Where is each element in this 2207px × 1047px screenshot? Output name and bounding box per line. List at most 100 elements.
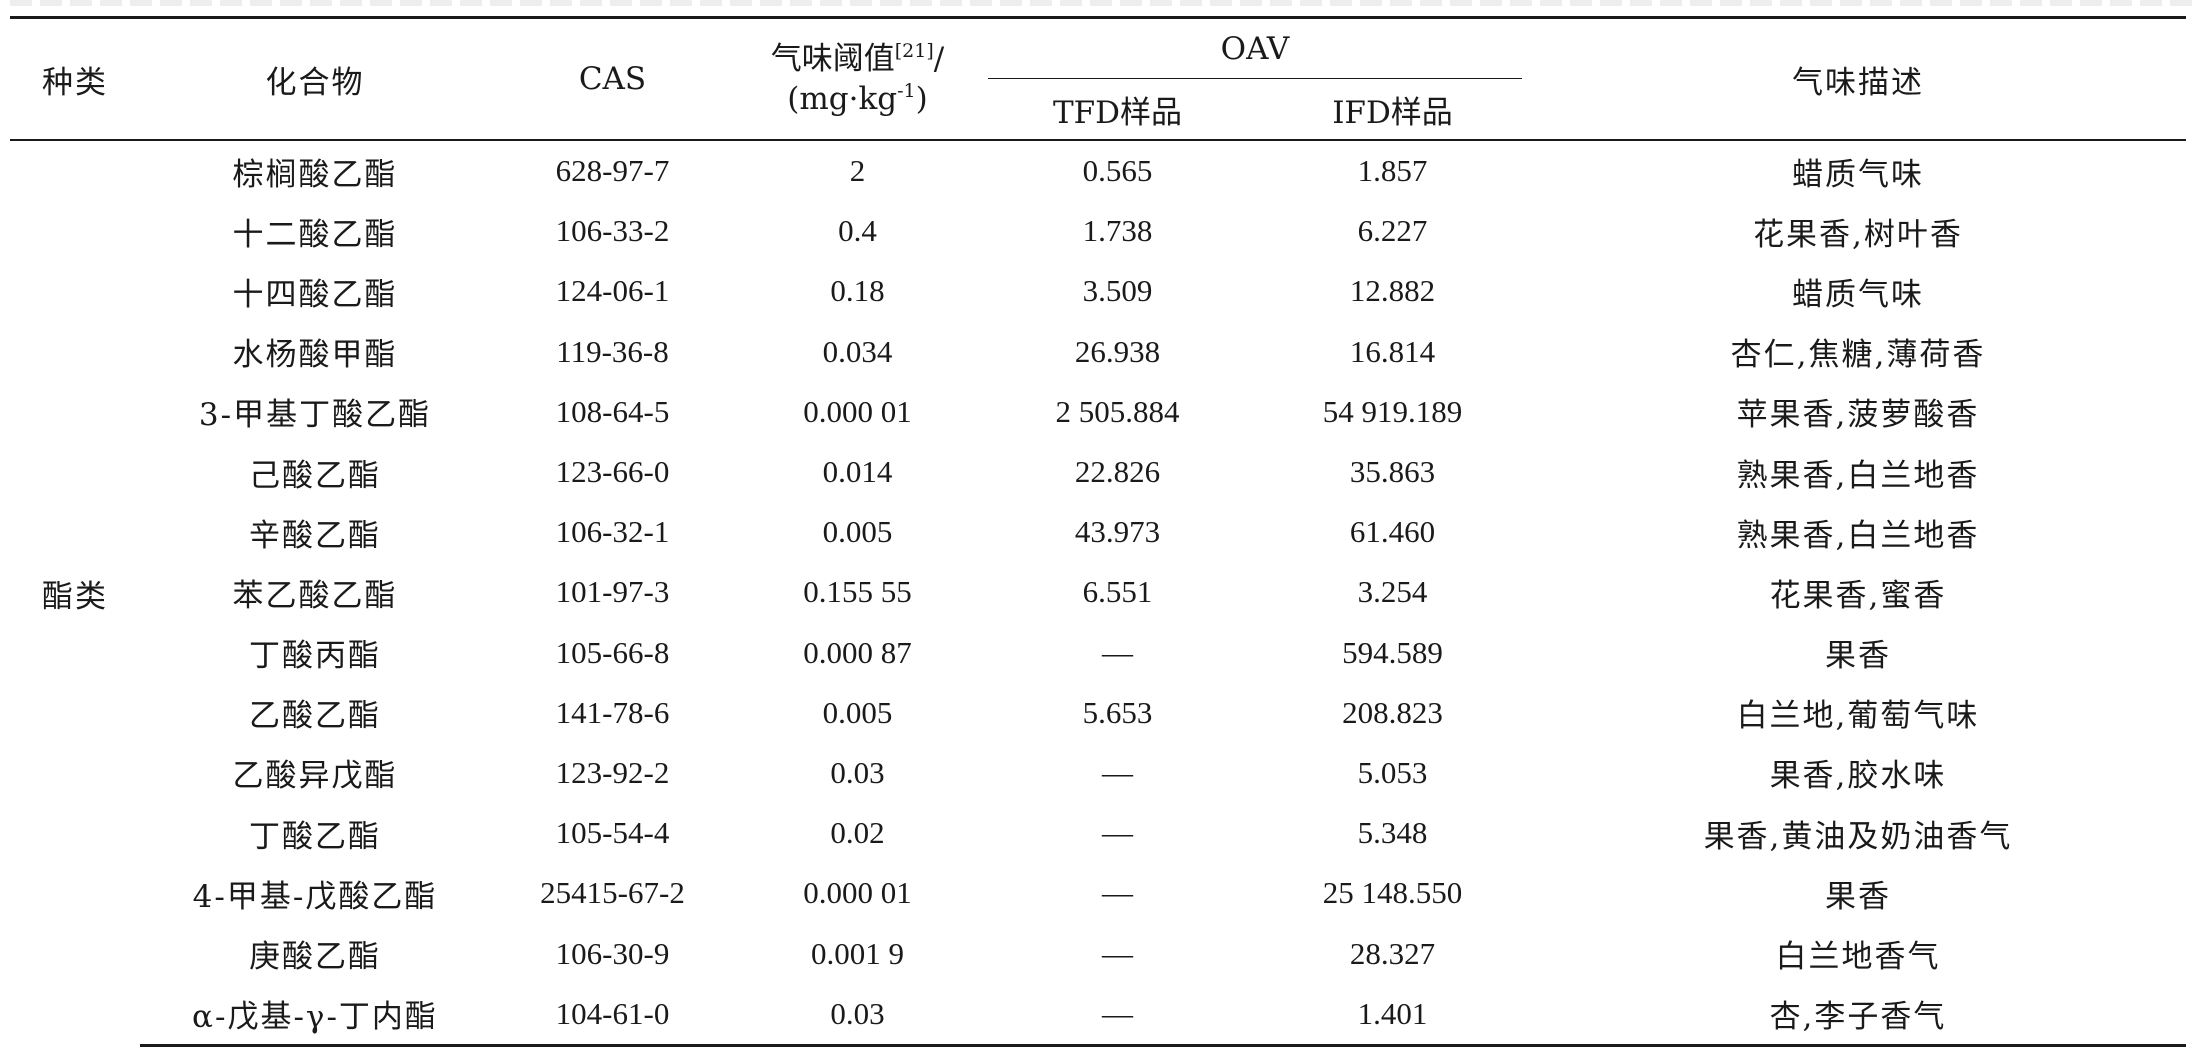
threshold-cell: 0.000 87 [803, 634, 912, 670]
table-row: 辛酸乙酯 106-32-1 0.005 43.973 61.460 熟果香,白兰地香 [10, 502, 2186, 562]
header-threshold-slash: / [933, 41, 945, 77]
table-row: 丁酸乙酯 105-54-4 0.02 — 5.348 果香,黄油及奶油香气 [10, 803, 2186, 863]
ifd-oav-cell: 12.882 [1349, 273, 1436, 309]
cas-cell: 123-92-2 [555, 754, 670, 790]
cas-cell: 105-54-4 [555, 815, 670, 851]
cas-cell: 25415-67-2 [540, 875, 685, 911]
compound-cell: 十四酸乙酯 [232, 276, 398, 313]
odor-cell: 蜡质气味 [1792, 276, 1924, 313]
odor-cell: 白兰地香气 [1775, 939, 1941, 976]
cas-cell: 119-36-8 [556, 333, 669, 369]
ifd-oav-cell: 16.814 [1349, 333, 1436, 369]
cas-cell: 124-06-1 [555, 273, 670, 309]
table-row: 庚酸乙酯 106-30-9 0.001 9 — 28.327 白兰地香气 [10, 923, 2186, 983]
header-threshold-unit-close: ) [915, 81, 928, 117]
ifd-oav-cell: 28.327 [1349, 935, 1436, 971]
cas-cell: 628-97-7 [555, 153, 670, 189]
cas-cell: 104-61-0 [490, 983, 735, 1047]
odor-cell: 苹果香,菠萝酸香 [1736, 397, 1980, 434]
odor-cell: 果香,胶水味 [1769, 758, 1947, 795]
table-row: 水杨酸甲酯 119-36-8 0.034 26.938 16.814 杏仁,焦糖,薄荷香 [10, 322, 2186, 382]
cas-cell: 141-78-6 [555, 694, 670, 730]
tfd-oav-cell: 22.826 [1074, 454, 1161, 490]
threshold-cell: 0.18 [830, 273, 885, 309]
threshold-cell: 0.005 [822, 694, 893, 730]
header-compound: 化合物 [140, 16, 490, 141]
threshold-cell: 0.000 01 [803, 393, 912, 429]
table-header: 种类 化合物 CAS 气味阈值[21]/ (mg·kg-1) OAV 气味描述 … [10, 16, 2186, 141]
header-tfd: TFD样品 [980, 79, 1255, 141]
cas-cell: 108-64-5 [555, 393, 670, 429]
compound-cell: 棕榈酸乙酯 [232, 156, 398, 193]
table-body: 酯类 棕榈酸乙酯 628-97-7 2 0.565 1.857 蜡质气味 十二酸乙酯 106-3… [10, 140, 2186, 1047]
compound-cell: 水杨酸甲酯 [232, 337, 398, 374]
tfd-oav-cell: — [1102, 815, 1133, 851]
odor-cell: 杏,李子香气 [1530, 983, 2186, 1047]
ifd-oav-cell: 594.589 [1342, 634, 1443, 670]
compound-cell: 庚酸乙酯 [249, 939, 381, 976]
tfd-oav-cell: 3.509 [1082, 273, 1153, 309]
tfd-oav-cell: 26.938 [1074, 333, 1161, 369]
ifd-oav-cell: 61.460 [1349, 514, 1436, 550]
cas-cell: 101-97-3 [555, 574, 670, 610]
odor-cell: 白兰地,葡萄气味 [1736, 698, 1980, 735]
threshold-cell: 0.000 01 [803, 875, 912, 911]
table-row: 己酸乙酯 123-66-0 0.014 22.826 35.863 熟果香,白兰地香 [10, 442, 2186, 502]
table-row: 酯类 棕榈酸乙酯 628-97-7 2 0.565 1.857 蜡质气味 [10, 140, 2186, 615]
tfd-oav-cell: — [1102, 634, 1133, 670]
threshold-cell: 0.005 [822, 514, 893, 550]
tfd-oav-cell: — [980, 983, 1255, 1047]
tfd-oav-cell: — [1102, 935, 1133, 971]
compound-cell: 乙酸乙酯 [249, 698, 381, 735]
odor-cell: 熟果香,白兰地香 [1736, 457, 1980, 494]
header-threshold-ref: [21] [894, 40, 934, 62]
ifd-oav-cell: 5.348 [1357, 815, 1428, 851]
header-oav-rule [988, 78, 1522, 79]
odor-cell: 蜡质气味 [1792, 156, 1924, 193]
table-row: 丁酸丙酯 105-66-8 0.000 87 — 594.589 果香 [10, 623, 2186, 683]
ifd-oav-cell: 3.254 [1357, 574, 1428, 610]
threshold-cell: 0.001 9 [811, 935, 904, 971]
tfd-oav-cell: 43.973 [1074, 514, 1161, 550]
header-threshold-label: 气味阈值 [770, 41, 895, 77]
compound-cell: 4-甲基-戊酸乙酯 [192, 878, 438, 915]
threshold-cell: 0.03 [735, 983, 980, 1047]
cas-cell: 123-66-0 [555, 454, 670, 490]
compound-cell: 苯乙酸乙酯 [232, 577, 398, 614]
threshold-cell: 0.03 [830, 754, 885, 790]
compound-cell: 丁酸乙酯 [249, 818, 381, 855]
odor-cell: 花果香,蜜香 [1769, 577, 1947, 614]
compound-cell: 己酸乙酯 [249, 457, 381, 494]
tfd-oav-cell: 5.653 [1082, 694, 1153, 730]
category-cell: 酯类 [42, 578, 108, 615]
odor-cell: 果香 [1825, 638, 1891, 675]
table-row: α-戊基-γ-丁内酯 104-61-0 0.03—1.401 杏,李子香气 [10, 983, 2186, 1047]
header-ifd: IFD样品 [1255, 79, 1530, 141]
cropped-caption-fragment [10, 0, 2197, 6]
tfd-oav-cell: 2 505.884 [1055, 393, 1180, 429]
ifd-oav-cell: 1.857 [1357, 153, 1428, 189]
threshold-cell: 0.014 [822, 454, 893, 490]
header-oav: OAV [980, 16, 1530, 79]
table-row: 苯乙酸乙酯 101-97-3 0.155 55 6.551 3.254 花果香,蜜香 [10, 562, 2186, 622]
table-row: 十四酸乙酯 124-06-1 0.18 3.509 12.882 蜡质气味 [10, 261, 2186, 321]
threshold-cell: 0.02 [830, 815, 885, 851]
odor-cell: 熟果香,白兰地香 [1736, 517, 1980, 554]
compound-cell: 辛酸乙酯 [249, 517, 381, 554]
tfd-oav-cell: 1.738 [1082, 213, 1153, 249]
ifd-oav-cell: 6.227 [1357, 213, 1428, 249]
odor-cell: 杏仁,焦糖,薄荷香 [1730, 337, 1986, 374]
threshold-cell: 0.155 55 [803, 574, 912, 610]
table-row: 乙酸乙酯 141-78-6 0.005 5.653 208.823 白兰地,葡萄气味 [10, 683, 2186, 743]
ifd-oav-cell: 208.823 [1342, 694, 1443, 730]
cas-cell: 106-32-1 [555, 514, 670, 550]
threshold-cell: 0.4 [838, 213, 877, 249]
header-odor: 气味描述 [1530, 16, 2186, 141]
cas-cell: 105-66-8 [555, 634, 670, 670]
tfd-oav-cell: — [1102, 875, 1133, 911]
cas-cell: 106-30-9 [555, 935, 670, 971]
threshold-cell: 0.034 [822, 333, 893, 369]
threshold-cell: 2 [849, 153, 866, 189]
odor-cell: 果香 [1825, 878, 1891, 915]
